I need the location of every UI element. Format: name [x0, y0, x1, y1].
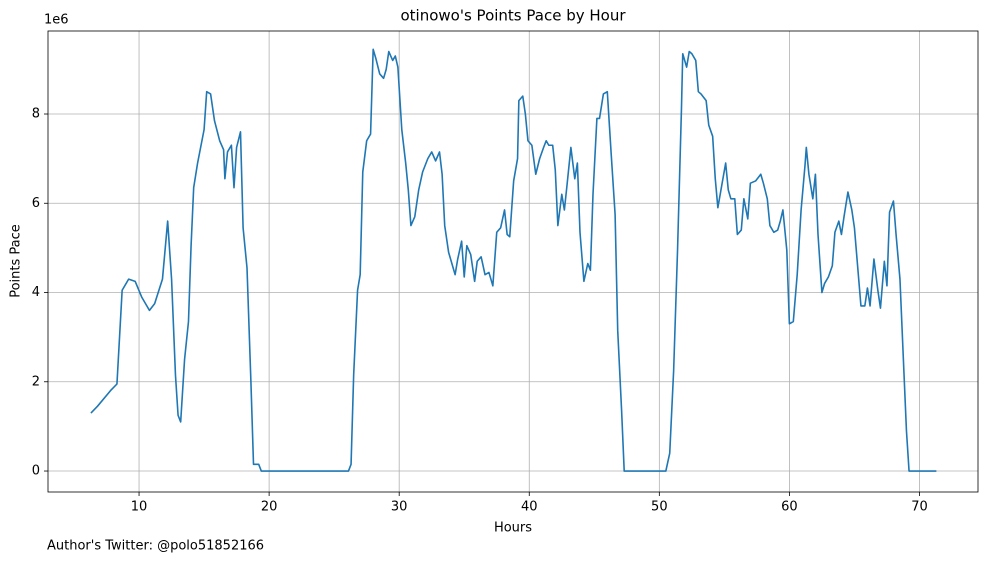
- y-tick-label: 6: [32, 196, 40, 211]
- y-tick-label: 0: [32, 464, 40, 479]
- plot-frame: [47, 30, 979, 493]
- y-offset-label: 1e6: [44, 13, 69, 28]
- x-tick-label: 70: [911, 500, 928, 515]
- x-tick-label: 20: [261, 500, 278, 515]
- x-tick-label: 10: [131, 500, 148, 515]
- x-tick-label: 30: [391, 500, 408, 515]
- line-series: [90, 48, 937, 472]
- y-tick-label: 4: [32, 285, 40, 300]
- x-tick-label: 60: [781, 500, 798, 515]
- footer: Author's Twitter: @polo51852166: [47, 539, 264, 554]
- x-axis-label: Hours: [494, 521, 532, 536]
- y-tick-label: 8: [32, 107, 40, 122]
- x-tick-label: 40: [521, 500, 538, 515]
- chart-title: otinowo's Points Pace by Hour: [401, 7, 627, 25]
- x-tick-label: 50: [651, 500, 668, 515]
- y-axis-label: Points Pace: [9, 224, 24, 298]
- y-tick-label: 2: [32, 374, 40, 389]
